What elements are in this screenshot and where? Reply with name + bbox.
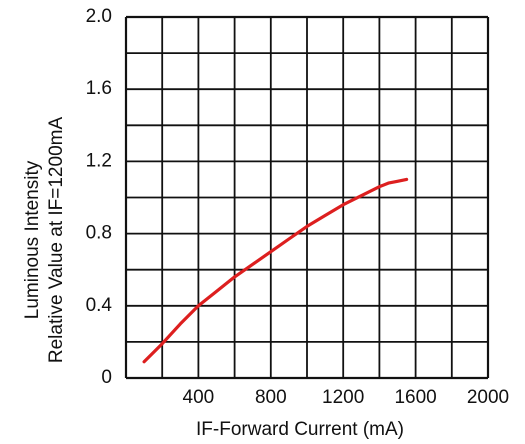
y-tick-label: 0.8 (86, 223, 112, 244)
x-tick-label: 1200 (322, 387, 364, 408)
x-tick-label: 2000 (467, 387, 509, 408)
series-layer (142, 177, 409, 364)
tick-labels: 0 0.4 0.8 1.2 1.6 2.0 400 800 1200 1600 2000 (86, 6, 510, 408)
x-axis-label: IF-Forward Current (mA) (196, 419, 404, 440)
y-tick-label: 1.2 (86, 150, 112, 171)
y-axis-label-line-1: Luminous Intensity (22, 160, 43, 319)
x-tick-label: 800 (255, 387, 287, 408)
y-tick-label: 2.0 (86, 6, 112, 27)
grid (124, 15, 490, 380)
y-tick-label: 0.4 (86, 295, 113, 316)
y-tick-label: 1.6 (86, 78, 112, 99)
series-line (142, 177, 409, 364)
x-tick-label: 1600 (394, 387, 436, 408)
y-axis-label-line-2: Relative Value at IF=1200mA (46, 117, 67, 364)
x-tick-label: 400 (183, 387, 215, 408)
y-tick-label: 0 (101, 367, 112, 388)
